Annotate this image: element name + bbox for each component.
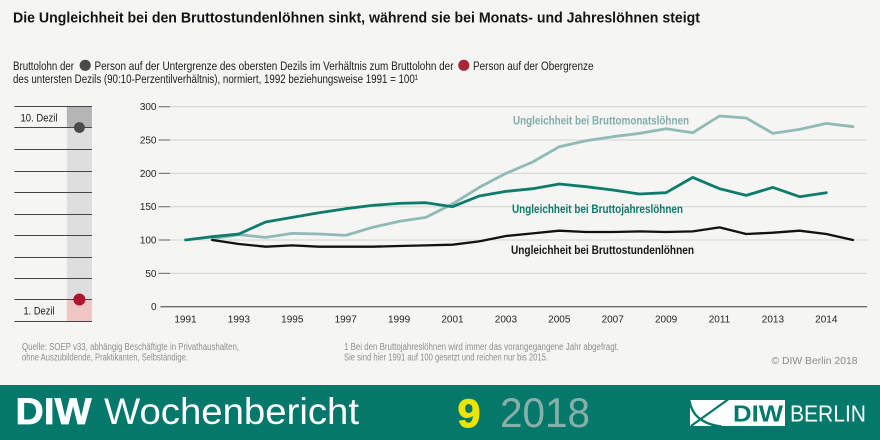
svg-text:100: 100 bbox=[140, 236, 157, 247]
svg-text:1 Bei den Bruttojahreslöhnen: 1 Bei den Bruttojahreslöhnen wird immer … bbox=[344, 342, 619, 353]
svg-text:1993: 1993 bbox=[228, 315, 251, 326]
svg-text:50: 50 bbox=[145, 269, 157, 280]
svg-text:2011: 2011 bbox=[709, 315, 731, 326]
svg-text:1995: 1995 bbox=[281, 315, 304, 326]
svg-text:des untersten Dezils (90:10-Pe: des untersten Dezils (90:10-Perzentilver… bbox=[13, 72, 418, 86]
svg-text:Quelle: SOEP v33, abhängig Bes: Quelle: SOEP v33, abhängig Beschäftigte … bbox=[22, 342, 239, 353]
svg-text:300: 300 bbox=[140, 102, 157, 113]
svg-text:1991: 1991 bbox=[174, 315, 197, 326]
svg-text:ohne Auszubildende, Praktikant: ohne Auszubildende, Praktikanten, Selbst… bbox=[22, 353, 188, 364]
svg-text:Sie sind hier 1991 auf 100 ges: Sie sind hier 1991 auf 100 gesetzt und r… bbox=[344, 353, 548, 364]
svg-text:DIW: DIW bbox=[16, 391, 92, 432]
svg-text:2005: 2005 bbox=[548, 315, 571, 326]
svg-text:2001: 2001 bbox=[441, 315, 464, 326]
svg-text:1. Dezil: 1. Dezil bbox=[24, 306, 55, 318]
svg-text:Person auf der Obergrenze: Person auf der Obergrenze bbox=[473, 59, 594, 73]
svg-text:10. Dezil: 10. Dezil bbox=[21, 113, 58, 125]
svg-text:Person auf der Untergrenze des: Person auf der Untergrenze des obersten … bbox=[95, 59, 454, 73]
svg-text:250: 250 bbox=[140, 136, 157, 147]
svg-text:Ungleichheit bei Bruttojahresl: Ungleichheit bei Bruttojahreslöhnen bbox=[512, 202, 683, 216]
svg-text:DIW: DIW bbox=[733, 401, 783, 427]
svg-text:2007: 2007 bbox=[602, 315, 625, 326]
svg-text:Wochenbericht: Wochenbericht bbox=[104, 391, 360, 432]
svg-text:2014: 2014 bbox=[815, 315, 838, 326]
svg-text:Bruttolohn der: Bruttolohn der bbox=[13, 59, 74, 73]
svg-text:2003: 2003 bbox=[495, 315, 518, 326]
svg-text:1997: 1997 bbox=[335, 315, 358, 326]
svg-text:200: 200 bbox=[140, 169, 157, 180]
svg-text:150: 150 bbox=[140, 202, 157, 213]
svg-text:2018: 2018 bbox=[500, 389, 590, 436]
svg-text:2013: 2013 bbox=[762, 315, 785, 326]
svg-text:0: 0 bbox=[151, 302, 157, 313]
svg-text:Die Ungleichheit bei den Brutt: Die Ungleichheit bei den Bruttostundenlö… bbox=[13, 10, 700, 27]
svg-text:Ungleichheit bei Bruttomonatsl: Ungleichheit bei Bruttomonatslöhnen bbox=[513, 114, 689, 128]
svg-text:Ungleichheit bei Bruttostunden: Ungleichheit bei Bruttostundenlöhnen bbox=[511, 243, 694, 257]
svg-text:2009: 2009 bbox=[655, 315, 678, 326]
svg-text:9: 9 bbox=[458, 392, 481, 436]
svg-text:© DIW Berlin 2018: © DIW Berlin 2018 bbox=[772, 356, 858, 367]
svg-text:1999: 1999 bbox=[388, 315, 411, 326]
svg-text:BERLIN: BERLIN bbox=[790, 401, 866, 427]
